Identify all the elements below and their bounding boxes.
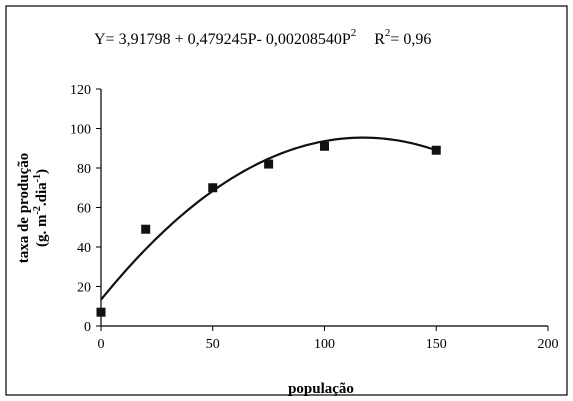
chart-frame (5, 5, 568, 396)
y-tick-label: 20 (77, 281, 91, 296)
data-point (431, 145, 441, 155)
data-points (96, 141, 441, 317)
x-tick-label: 200 (538, 337, 559, 352)
data-point (96, 307, 106, 317)
y-axis-label-line2: (g. m-2.dia-1) (32, 169, 50, 247)
x-tick-label: 150 (426, 337, 447, 352)
fit-curve-group (100, 136, 437, 301)
data-point (208, 183, 218, 193)
y-tick-label: 60 (77, 202, 91, 217)
fit-curve (100, 136, 437, 301)
y-axis-label: taxa de produção (g. m-2.dia-1) (16, 153, 50, 264)
y-tick-label: 80 (77, 162, 91, 177)
y-tick-label: 40 (77, 241, 91, 256)
data-point (264, 159, 274, 169)
axes: 0 20 40 60 80 100 120 0 50 100 150 200 (70, 83, 559, 352)
data-point (141, 224, 151, 234)
y-axis-label-line1: taxa de produção (16, 153, 32, 264)
data-point (320, 141, 329, 151)
y-tick-label: 100 (70, 123, 91, 138)
y-tick-label: 0 (84, 320, 91, 335)
x-tick-label: 0 (98, 337, 105, 352)
x-tick-label: 50 (206, 337, 220, 352)
x-axis-label: população (288, 381, 354, 397)
y-tick-label: 120 (70, 83, 91, 98)
x-tick-label: 100 (314, 337, 335, 352)
equation-label: Y= 3,91798 + 0,479245P- 0,00208540P2 R2= … (94, 27, 431, 48)
